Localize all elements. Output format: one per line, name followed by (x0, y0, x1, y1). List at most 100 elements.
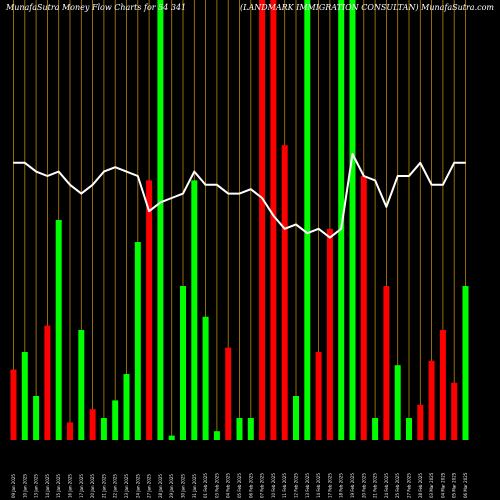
line-point-14 (171, 197, 173, 199)
bar-24 (281, 145, 288, 440)
x-tick-label-33: 24 Feb 2025 (384, 473, 389, 498)
x-tick-label-14: 29 Jan 2025 (169, 474, 174, 498)
line-point-6 (80, 193, 82, 195)
bar-29 (338, 0, 345, 440)
x-tick-label-7: 20 Jan 2025 (90, 474, 95, 498)
line-point-0 (12, 162, 15, 164)
bar-33 (383, 286, 390, 440)
line-point-23 (272, 215, 274, 217)
x-tick-label-1: 10 Jan 2025 (22, 474, 27, 498)
x-tick-label-9: 22 Jan 2025 (113, 474, 118, 498)
bar-40 (462, 286, 469, 440)
x-tick-label-17: 01 Feb 2025 (203, 473, 208, 498)
line-point-4 (58, 171, 60, 173)
line-point-9 (114, 166, 116, 168)
bar-0 (10, 369, 17, 440)
line-point-29 (340, 228, 342, 230)
bar-10 (123, 374, 130, 440)
line-point-40 (464, 162, 467, 164)
bar-6 (78, 330, 85, 440)
bar-35 (406, 418, 412, 440)
line-point-17 (205, 184, 207, 186)
bar-9 (112, 400, 119, 440)
bar-37 (428, 360, 435, 440)
x-tick-label-27: 14 Feb 2025 (316, 473, 321, 498)
x-tick-label-10: 23 Jan 2025 (124, 474, 129, 498)
line-point-1 (24, 162, 26, 164)
x-tick-label-20: 05 Feb 2025 (237, 473, 242, 498)
line-point-37 (431, 184, 433, 186)
x-tick-label-3: 14 Jan 2025 (45, 474, 50, 498)
bar-32 (372, 418, 379, 440)
bar-series (10, 0, 469, 440)
x-tick-label-29: 18 Feb 2025 (339, 473, 344, 498)
bar-21 (247, 418, 254, 440)
bar-12 (146, 180, 153, 440)
line-point-18 (216, 184, 218, 186)
x-tick-label-39: 05 Mar 2025 (452, 472, 457, 498)
x-tick-label-40: 06 Mar 2025 (463, 472, 468, 498)
x-tick-label-0: 09 Jan 2025 (11, 474, 16, 498)
x-tick-label-28: 17 Feb 2025 (327, 473, 332, 498)
line-point-11 (137, 175, 139, 177)
x-axis-tick-labels: 09 Jan 2025 10 Jan 2025 13 Jan 2025 14 Jan … (11, 472, 468, 498)
line-point-34 (397, 175, 399, 177)
line-point-21 (250, 188, 252, 190)
line-point-16 (193, 171, 195, 173)
x-tick-label-35: 27 Feb 2025 (407, 473, 412, 498)
x-tick-label-24: 11 Feb 2025 (282, 473, 287, 498)
line-point-39 (453, 162, 455, 164)
x-tick-label-26: 13 Feb 2025 (305, 473, 310, 498)
x-tick-label-22: 07 Feb 2025 (260, 473, 265, 498)
x-tick-label-21: 06 Feb 2025 (248, 473, 253, 498)
line-point-25 (295, 223, 297, 225)
line-point-33 (385, 206, 387, 208)
bar-17 (202, 316, 209, 440)
bar-15 (180, 286, 186, 440)
bar-19 (225, 347, 232, 440)
line-point-10 (125, 171, 128, 173)
bar-20 (236, 418, 243, 440)
x-tick-label-34: 25 Feb 2025 (395, 473, 400, 498)
bar-28 (326, 228, 333, 440)
bar-23 (270, 0, 277, 440)
line-point-15 (182, 193, 184, 195)
chart-title-left: MunafaSutra Money Flow Charts for 54 341 (5, 3, 186, 12)
bar-4 (55, 220, 62, 440)
line-point-3 (46, 175, 49, 177)
line-point-7 (92, 184, 94, 186)
bar-34 (394, 365, 401, 440)
x-tick-label-13: 28 Jan 2025 (158, 474, 163, 498)
line-point-27 (318, 228, 320, 230)
chart-title-right: (LANDMARK IMMIGRATION CONSULTAN) MunafaS… (240, 3, 494, 12)
bar-2 (33, 396, 40, 440)
line-point-26 (306, 232, 308, 234)
x-tick-label-23: 10 Feb 2025 (271, 473, 276, 498)
x-tick-label-18: 03 Feb 2025 (214, 473, 219, 498)
line-point-2 (35, 171, 37, 173)
x-tick-label-16: 31 Jan 2025 (192, 474, 197, 498)
bar-31 (360, 176, 367, 440)
line-point-31 (363, 175, 365, 177)
flow-line-series (12, 153, 467, 239)
bar-16 (191, 180, 198, 440)
x-tick-label-4: 15 Jan 2025 (56, 474, 61, 498)
x-tick-label-2: 13 Jan 2025 (34, 474, 39, 498)
line-point-28 (329, 237, 331, 239)
x-tick-label-11: 24 Jan 2025 (135, 474, 140, 498)
line-point-35 (408, 175, 410, 177)
x-tick-label-12: 27 Jan 2025 (147, 474, 152, 498)
line-point-38 (442, 184, 444, 186)
line-point-22 (261, 197, 263, 199)
line-point-19 (227, 193, 229, 195)
bar-38 (439, 330, 446, 440)
line-point-24 (284, 228, 286, 230)
bar-30 (349, 0, 356, 440)
line-point-12 (148, 210, 150, 212)
bar-14 (168, 435, 175, 440)
bar-18 (213, 431, 220, 440)
bar-1 (21, 352, 28, 440)
bar-7 (89, 409, 96, 440)
bar-3 (44, 325, 51, 440)
